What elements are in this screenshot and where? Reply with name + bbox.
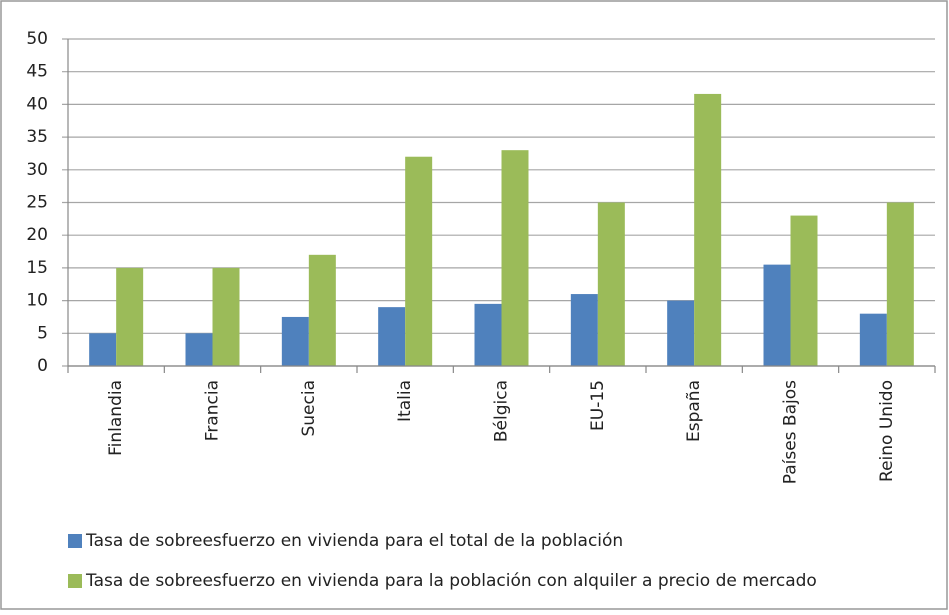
x-tick-label: Finlandia (106, 380, 126, 456)
bar (405, 156, 433, 366)
y-tick-label: 10 (26, 291, 48, 311)
y-tick-label: 25 (26, 193, 48, 213)
bar (501, 150, 529, 366)
x-tick-label: Italia (395, 380, 415, 422)
bar (474, 303, 502, 366)
y-tick-label: 5 (37, 323, 48, 343)
legend-swatch (68, 574, 82, 588)
x-tick-label: Francia (203, 380, 223, 441)
x-tick-label: Países Bajos (781, 380, 801, 484)
x-tick-label: Reino Unido (877, 380, 897, 482)
bar (89, 333, 117, 366)
y-tick-label: 20 (26, 225, 48, 245)
y-tick-label: 40 (26, 94, 48, 114)
legend-label: Tasa de sobreesfuerzo en vivienda para e… (85, 531, 623, 551)
x-tick-label: Bélgica (492, 380, 512, 442)
bar (790, 215, 818, 366)
y-tick-label: 30 (26, 160, 48, 180)
bar (570, 294, 598, 366)
bar (308, 254, 336, 366)
bar (597, 202, 625, 366)
bar (886, 202, 914, 366)
bar (212, 267, 240, 366)
bar (185, 333, 213, 366)
y-tick-label: 50 (26, 29, 48, 49)
y-tick-label: 45 (26, 62, 48, 82)
bar (378, 307, 406, 366)
bar (859, 313, 887, 366)
y-tick-label: 15 (26, 258, 48, 278)
legend-label: Tasa de sobreesfuerzo en vivienda para l… (85, 571, 817, 591)
bar (281, 316, 309, 366)
bar (763, 264, 791, 366)
bar (667, 300, 695, 366)
x-tick-label: Suecia (299, 380, 319, 437)
x-tick-label: EU-15 (588, 380, 608, 431)
bar (116, 267, 144, 366)
y-tick-label: 0 (37, 356, 48, 376)
x-tick-label: España (684, 380, 704, 442)
legend-swatch (68, 534, 82, 548)
y-tick-label: 35 (26, 127, 48, 147)
bar (694, 93, 722, 366)
